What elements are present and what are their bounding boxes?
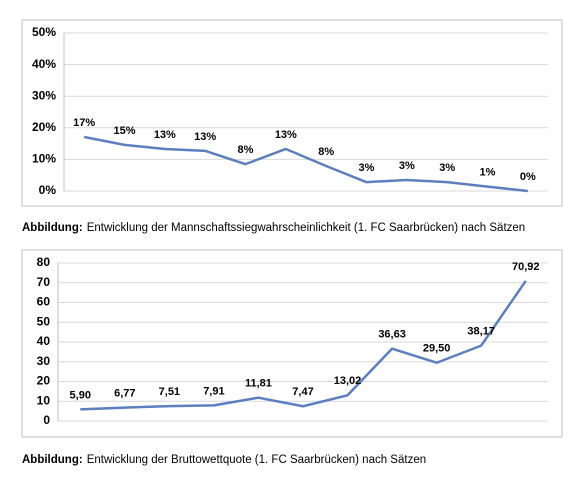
chart-frame (21, 249, 563, 438)
y-tick-label: 70 (37, 275, 51, 289)
caption-text: Entwicklung der Bruttowettquote (1. FC S… (87, 454, 426, 466)
caption: Abbildung: Entwicklung der Bruttowettquot… (22, 454, 426, 466)
value-label: 13% (194, 131, 216, 143)
value-label: 13% (154, 129, 176, 141)
value-label: 29,50 (423, 343, 451, 355)
caption-label: Abbildung: (22, 222, 83, 234)
y-tick-label: 40% (32, 57, 56, 71)
value-label: 15% (113, 125, 135, 137)
value-label: 36,63 (378, 329, 406, 341)
value-label: 7,91 (203, 385, 224, 397)
y-tick-label: 30 (37, 354, 51, 368)
y-tick-label: 20% (32, 120, 56, 134)
y-tick-label: 20 (37, 374, 51, 388)
value-label: 17% (73, 117, 95, 129)
value-label: 3% (399, 160, 415, 172)
data-line (80, 280, 527, 411)
y-tick-label: 0 (43, 413, 50, 427)
y-tick-label: 0% (39, 183, 57, 197)
y-tick-label: 40 (37, 334, 51, 348)
value-label: 6,77 (114, 388, 135, 400)
value-label: 13,02 (334, 375, 362, 387)
value-label: 0% (520, 171, 536, 183)
value-label: 8% (238, 144, 254, 156)
value-label: 13% (275, 129, 297, 141)
value-label: 3% (359, 162, 375, 174)
caption-label: Abbildung: (22, 454, 83, 466)
chart-frame (21, 19, 563, 207)
y-tick-label: 10% (32, 152, 56, 166)
value-label: 3% (439, 162, 455, 174)
value-label: 7,51 (159, 386, 180, 398)
value-label: 1% (480, 166, 496, 178)
y-tick-label: 10 (37, 393, 51, 407)
value-label: 8% (318, 146, 334, 158)
y-tick-label: 60 (37, 295, 51, 309)
value-label: 11,81 (245, 378, 272, 390)
value-label: 38,17 (467, 326, 495, 338)
chart: 0 10 20 30 40 50 60 70 80 5,90 6,77 7,51 7,91 11,81 7,… (21, 249, 563, 466)
chart: 0% 10% 20% 30% 40% 50% 17% 15% 13% 13% 8% 13% 8% 3% 3%… (21, 19, 563, 234)
value-label: 7,47 (292, 386, 313, 398)
y-tick-label: 80 (37, 255, 51, 269)
y-tick-label: 30% (32, 88, 56, 102)
caption-text: Entwicklung der Mannschaftssiegwahrschei… (87, 222, 526, 234)
y-tick-label: 50% (32, 25, 56, 39)
caption: Abbildung: Entwicklung der Mannschaftssie… (22, 222, 525, 234)
value-label: 5,90 (70, 389, 91, 401)
y-tick-label: 50 (37, 314, 51, 328)
value-label: 70,92 (512, 261, 540, 273)
data-line (83, 135, 528, 193)
